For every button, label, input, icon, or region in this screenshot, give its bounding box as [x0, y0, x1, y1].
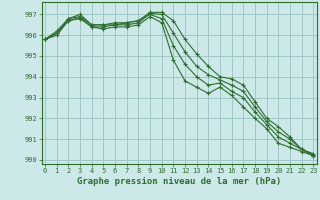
X-axis label: Graphe pression niveau de la mer (hPa): Graphe pression niveau de la mer (hPa): [77, 177, 281, 186]
